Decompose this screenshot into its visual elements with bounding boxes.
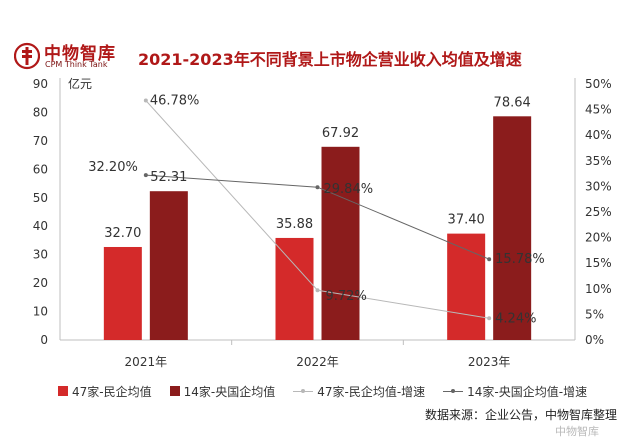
y-right-tick-label: 35% [585, 154, 612, 168]
legend-label-private: 47家-民企均值 [72, 384, 152, 399]
growth-point [143, 173, 148, 178]
y-left-tick-label: 60 [33, 162, 48, 176]
y-right-tick-label: 25% [585, 205, 612, 219]
growth-data-label: 15.78% [495, 252, 545, 267]
legend-label-central: 14家-央国企均值 [183, 384, 276, 399]
legend-swatch-private [58, 386, 68, 396]
y-left-tick-label: 90 [33, 77, 48, 91]
growth-data-label: 4.24% [495, 311, 536, 326]
y-left-tick-label: 40 [33, 219, 48, 233]
y-right-tick-label: 5% [585, 307, 604, 321]
y-left-tick-label: 80 [33, 105, 48, 119]
bar-private [447, 233, 486, 340]
logo-mark-icon [14, 42, 40, 70]
logo-name-en: CPM Think Tank [45, 60, 108, 69]
growth-data-label: 46.78% [150, 93, 200, 108]
growth-point [143, 98, 148, 103]
y-right-tick-label: 10% [585, 282, 612, 296]
x-tick-label: 2021年 [125, 355, 168, 369]
bar-central [321, 146, 360, 340]
legend-label-central-growth: 14家-央国企均值-增速 [467, 384, 588, 399]
legend-item-private-growth: 47家-民企均值-增速 [293, 383, 425, 400]
bar-data-label: 32.70 [104, 226, 141, 241]
bar-data-label: 35.88 [276, 217, 313, 232]
y-left-tick-label: 50 [33, 191, 48, 205]
y-right-tick-label: 50% [585, 77, 612, 91]
x-tick-label: 2022年 [296, 355, 339, 369]
bar-private [103, 246, 142, 340]
growth-data-label: 32.20% [88, 160, 138, 175]
growth-point [487, 316, 492, 321]
chart-title: 2021-2023年不同背景上市物企营业收入均值及增速 [138, 50, 522, 69]
data-source-note: 数据来源：企业公告，中物智库整理 [425, 408, 618, 422]
y-left-tick-label: 10 [33, 305, 48, 319]
legend-item-private: 47家-民企均值 [58, 383, 152, 400]
y-left-tick-label: 0 [40, 333, 48, 347]
growth-data-label: 9.72% [326, 289, 367, 304]
x-tick-label: 2023年 [468, 355, 511, 369]
watermark: 中物智库 [555, 425, 599, 438]
y-right-tick-label: 45% [585, 103, 612, 117]
legend-item-central-growth: 14家-央国企均值-增速 [443, 383, 587, 400]
bar-data-label: 37.40 [448, 213, 485, 228]
logo-name-cn: 中物智库 [44, 44, 116, 64]
chart-legend: 47家-民企均值 14家-央国企均值 47家-民企均值-增速 14家-央国企均值… [58, 382, 605, 400]
y-left-tick-label: 20 [33, 276, 48, 290]
y-right-tick-label: 30% [585, 179, 612, 193]
bar-data-label: 52.31 [150, 170, 187, 185]
y-left-unit-label: 亿元 [68, 76, 92, 91]
growth-line-private [145, 100, 490, 319]
growth-data-label: 29.84% [324, 182, 374, 197]
y-left-tick-label: 30 [33, 248, 48, 262]
y-right-tick-label: 40% [585, 128, 612, 142]
legend-label-private-growth: 47家-民企均值-增速 [317, 384, 426, 399]
bar-central [493, 116, 532, 340]
growth-point [315, 185, 320, 190]
y-left-tick-label: 70 [33, 134, 48, 148]
y-right-tick-label: 0% [585, 333, 604, 347]
legend-line-private-growth [293, 386, 314, 396]
y-right-tick-label: 20% [585, 231, 612, 245]
y-right-tick-label: 15% [585, 256, 612, 270]
growth-point [487, 257, 492, 262]
growth-point [315, 288, 320, 293]
bar-data-label: 78.64 [494, 95, 531, 110]
bar-data-label: 67.92 [322, 126, 359, 141]
logo: 中物智库 CPM Think Tank [14, 39, 130, 75]
bar-central [149, 191, 188, 340]
legend-line-central-growth [443, 386, 464, 396]
legend-swatch-central [169, 386, 180, 396]
bar-private [275, 237, 314, 340]
legend-item-central: 14家-央国企均值 [169, 383, 276, 400]
